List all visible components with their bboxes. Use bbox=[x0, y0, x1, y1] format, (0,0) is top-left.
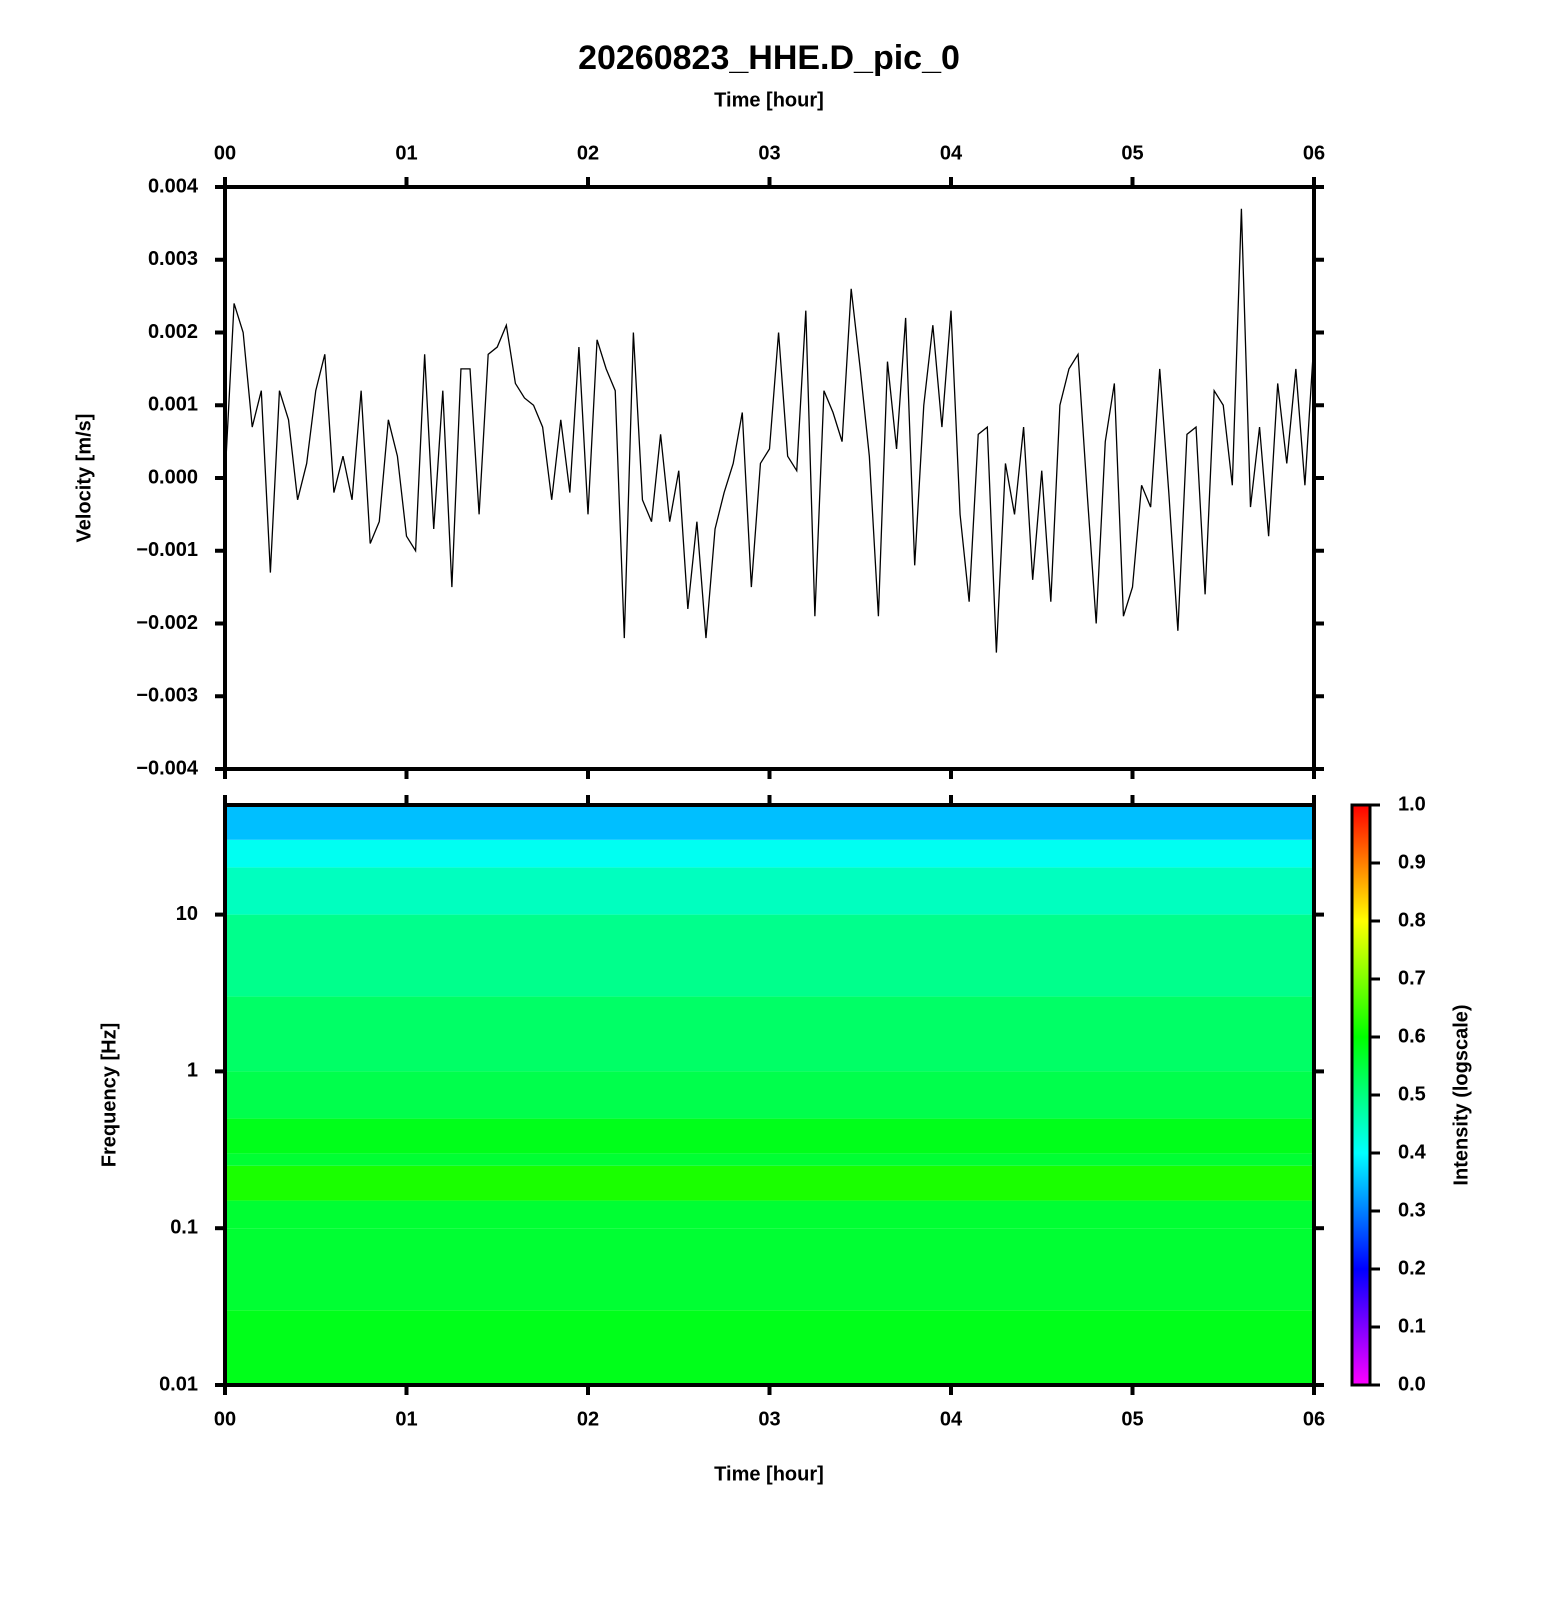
spectrogram-band bbox=[225, 867, 1314, 915]
y-tick-label: −0.003 bbox=[136, 685, 198, 707]
y-tick-label: −0.001 bbox=[136, 539, 198, 561]
colorbar-tick-label: 0.1 bbox=[1398, 1315, 1426, 1337]
colorbar-tick-label: 0.5 bbox=[1398, 1083, 1426, 1105]
x-tick-label: 00 bbox=[214, 1408, 236, 1430]
x-tick-label: 00 bbox=[214, 142, 236, 164]
spectrogram-band bbox=[225, 839, 1314, 868]
y-tick-label: 0.004 bbox=[148, 175, 199, 197]
spectrogram-band bbox=[225, 996, 1314, 1072]
chart-title: 20260823_HHE.D_pic_0 bbox=[578, 39, 960, 77]
x-tick-label: 05 bbox=[1121, 1408, 1143, 1430]
spectrogram-band bbox=[225, 805, 1314, 840]
colorbar-tick-label: 0.8 bbox=[1398, 909, 1426, 931]
y-tick-label: −0.002 bbox=[136, 612, 198, 634]
waveform-line bbox=[224, 208, 1315, 653]
spectrogram-band bbox=[225, 1228, 1314, 1311]
x-tick-label: 01 bbox=[395, 142, 417, 164]
y-tick-label: 0.002 bbox=[148, 321, 198, 343]
colorbar-tick-label: 0.6 bbox=[1398, 1025, 1426, 1047]
colorbar-tick-label: 0.9 bbox=[1398, 851, 1426, 873]
y-tick-label: 0.01 bbox=[159, 1373, 198, 1395]
colorbar-tick-label: 1.0 bbox=[1398, 793, 1426, 815]
x-tick-label: 05 bbox=[1121, 142, 1143, 164]
colorbar bbox=[1350, 803, 1372, 1387]
x-tick-label: 03 bbox=[758, 1408, 780, 1430]
y-tick-label: 10 bbox=[176, 903, 198, 925]
x-tick-label: 01 bbox=[395, 1408, 417, 1430]
colorbar-tick-label: 0.0 bbox=[1398, 1373, 1426, 1395]
plot-frame bbox=[223, 185, 1316, 771]
x-tick-label: 06 bbox=[1303, 142, 1325, 164]
x-axis-label: Time [hour] bbox=[714, 1463, 824, 1485]
x-tick-label: 06 bbox=[1303, 1408, 1325, 1430]
y-tick-label: 0.1 bbox=[170, 1216, 198, 1238]
colorbar-tick-label: 0.2 bbox=[1398, 1257, 1426, 1279]
x-tick-label: 04 bbox=[940, 1408, 963, 1430]
y-axis-label: Velocity [m/s] bbox=[73, 414, 95, 543]
y-tick-label: −0.004 bbox=[136, 757, 199, 779]
spectrogram-band bbox=[225, 914, 1314, 997]
y-tick-label: 1 bbox=[187, 1060, 198, 1082]
spectrogram-band bbox=[225, 1071, 1314, 1119]
x-tick-label: 04 bbox=[940, 142, 963, 164]
y-axis-label: Frequency [Hz] bbox=[98, 1023, 120, 1167]
colorbar-tick-label: 0.3 bbox=[1398, 1199, 1426, 1221]
spectrogram-band bbox=[225, 1310, 1314, 1385]
spectrogram-band bbox=[225, 1153, 1314, 1166]
y-tick-label: 0.003 bbox=[148, 248, 198, 270]
x-tick-label: 03 bbox=[758, 142, 780, 164]
x-tick-label: 02 bbox=[577, 142, 599, 164]
spectrogram-band bbox=[225, 1118, 1314, 1154]
colorbar-label: Intensity (logscale) bbox=[1450, 1004, 1472, 1185]
spectrogram-band bbox=[225, 1200, 1314, 1229]
y-tick-label: 0.000 bbox=[148, 466, 198, 488]
x-tick-label: 02 bbox=[577, 1408, 599, 1430]
x-axis-label: Time [hour] bbox=[714, 89, 824, 111]
y-tick-label: 0.001 bbox=[148, 394, 198, 416]
spectrogram-band bbox=[225, 1165, 1314, 1201]
colorbar-tick-label: 0.4 bbox=[1398, 1141, 1427, 1163]
colorbar-tick-label: 0.7 bbox=[1398, 967, 1426, 989]
